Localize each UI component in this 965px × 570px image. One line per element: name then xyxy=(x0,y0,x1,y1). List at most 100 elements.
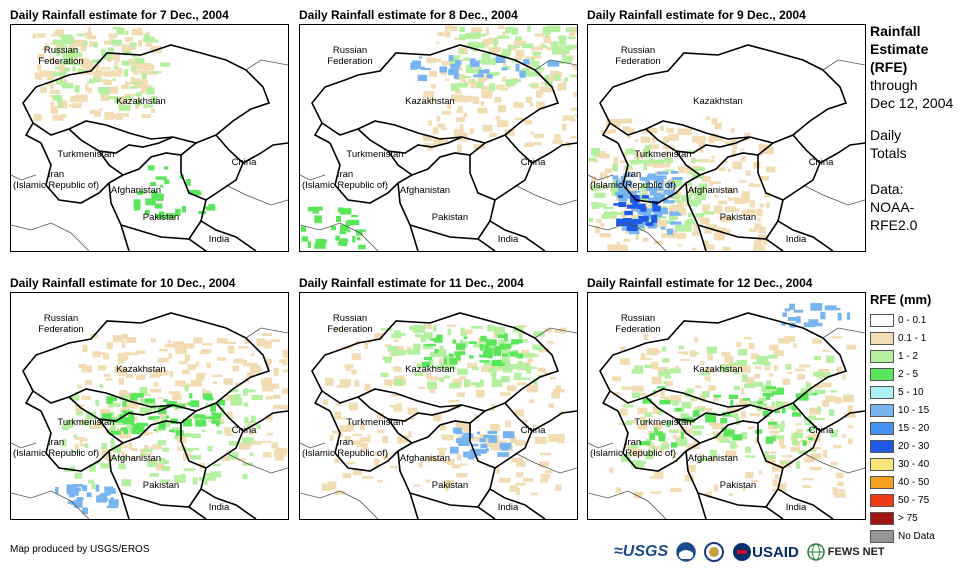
rain-speckle xyxy=(422,134,433,142)
rain-speckle xyxy=(644,412,653,418)
rain-speckle xyxy=(677,166,686,174)
rain-speckle xyxy=(509,44,517,51)
minor-border xyxy=(11,490,90,519)
rain-speckle xyxy=(638,215,649,222)
rain-speckle xyxy=(94,110,101,117)
country-border xyxy=(215,134,244,164)
rain-speckle xyxy=(501,359,511,365)
rain-speckle xyxy=(62,60,74,65)
rain-speckle xyxy=(618,201,627,207)
rain-speckle xyxy=(720,216,733,222)
rain-speckle xyxy=(92,64,100,70)
rain-speckle xyxy=(162,447,170,452)
rain-speckle xyxy=(113,97,121,103)
rain-speckle xyxy=(564,77,568,82)
rain-speckle xyxy=(229,388,239,393)
rain-speckle xyxy=(678,345,684,350)
rain-speckle xyxy=(414,372,424,377)
rain-speckle xyxy=(346,223,352,226)
rain-speckle xyxy=(635,232,640,240)
rain-speckle xyxy=(619,346,626,351)
rain-speckle xyxy=(126,337,137,343)
rain-speckle xyxy=(725,450,737,458)
rain-speckle xyxy=(804,422,814,426)
legend-item: 5 - 10 xyxy=(870,383,935,401)
rain-speckle xyxy=(550,41,558,49)
rain-speckle xyxy=(748,183,758,187)
rain-speckle xyxy=(150,181,156,186)
rain-speckle xyxy=(690,190,703,196)
rain-speckle xyxy=(813,371,819,377)
rain-speckle xyxy=(842,399,852,403)
rain-speckle xyxy=(382,453,388,460)
rain-speckle xyxy=(792,343,797,348)
rain-speckle xyxy=(461,329,473,335)
rain-speckle xyxy=(492,372,497,380)
rain-speckle xyxy=(515,482,526,486)
country-border xyxy=(329,410,413,472)
country-label-afghanistan: Afghanistan xyxy=(687,453,739,464)
rain-speckle xyxy=(67,47,71,53)
minor-border xyxy=(822,327,865,339)
rain-speckle xyxy=(612,164,618,172)
rain-speckle xyxy=(249,365,261,372)
rain-speckle xyxy=(168,429,175,432)
rain-speckle xyxy=(149,432,153,435)
rain-speckle xyxy=(735,403,748,407)
rain-speckle xyxy=(335,403,341,406)
rain-speckle xyxy=(475,33,486,37)
rain-speckle xyxy=(77,33,85,37)
rain-speckle xyxy=(679,224,692,232)
rain-speckle xyxy=(605,168,612,173)
rain-speckle xyxy=(261,378,267,385)
globe-icon xyxy=(807,543,825,561)
legend-label: 50 - 75 xyxy=(898,494,930,506)
rain-speckle xyxy=(763,455,776,459)
rain-speckle xyxy=(800,439,804,443)
rain-speckle xyxy=(761,227,766,233)
rain-speckle xyxy=(314,243,326,249)
rain-speckle xyxy=(505,79,513,86)
rain-speckle xyxy=(660,444,669,450)
rain-speckle xyxy=(753,381,763,387)
fews-logo: FEWS NET xyxy=(807,543,885,561)
rain-speckle xyxy=(793,309,804,313)
rain-speckle xyxy=(702,240,709,246)
rain-speckle xyxy=(249,452,254,456)
rain-speckle xyxy=(168,353,173,359)
rain-speckle xyxy=(458,348,466,354)
rain-speckle xyxy=(523,68,530,72)
rain-speckle xyxy=(644,364,653,368)
rain-speckle xyxy=(470,27,483,32)
rain-speckle xyxy=(637,190,641,193)
rain-speckle xyxy=(812,418,825,421)
rain-speckle xyxy=(143,448,153,453)
rain-speckle xyxy=(524,120,533,125)
rain-speckle xyxy=(359,437,369,442)
rain-speckle xyxy=(641,190,648,195)
sidebar-data-line2: NOAA- xyxy=(870,199,915,215)
rain-speckle xyxy=(262,452,272,458)
legend-swatch xyxy=(870,313,894,327)
rain-speckle xyxy=(112,78,116,81)
rain-speckle xyxy=(253,440,257,446)
rain-speckle xyxy=(136,92,142,97)
rain-speckle xyxy=(745,446,752,453)
rain-speckle xyxy=(847,405,853,414)
rain-speckle xyxy=(162,422,171,428)
rain-speckle xyxy=(722,363,734,366)
rain-speckle xyxy=(140,448,145,454)
rain-speckle xyxy=(57,97,62,103)
rain-speckle xyxy=(187,364,196,370)
rain-speckle xyxy=(512,79,522,83)
rain-speckle xyxy=(190,379,203,387)
rain-speckle xyxy=(128,414,135,420)
rain-speckle xyxy=(423,356,433,361)
rain-speckle xyxy=(708,385,717,391)
rain-speckle xyxy=(480,86,493,91)
rain-speckle xyxy=(460,332,467,336)
rain-speckle xyxy=(55,487,59,494)
rain-speckle xyxy=(657,219,667,228)
rain-speckle xyxy=(345,220,349,226)
